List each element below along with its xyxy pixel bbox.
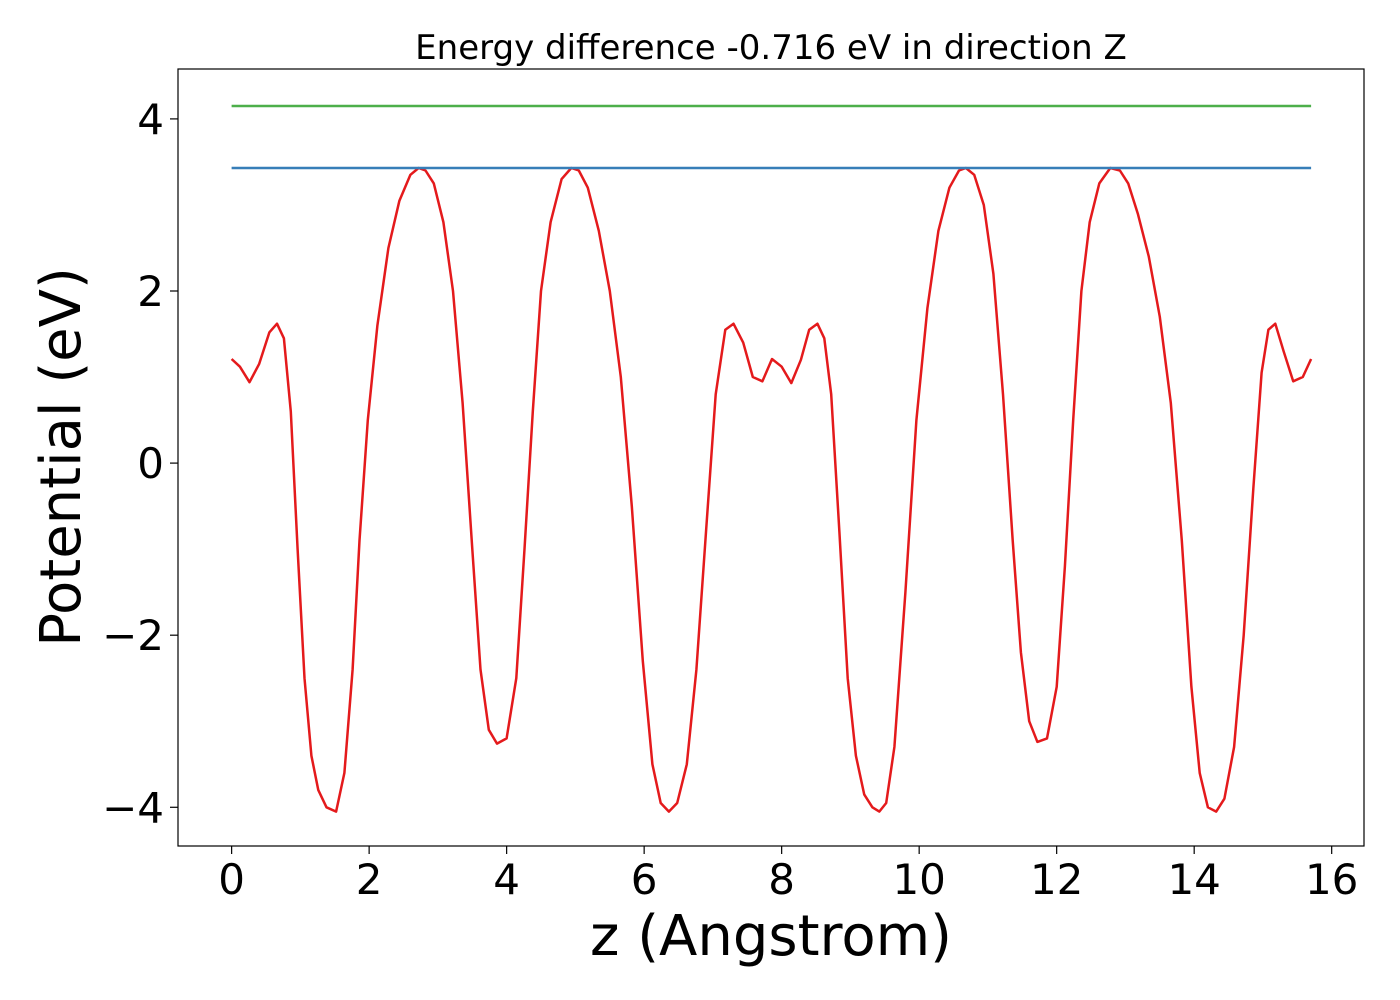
y-tick-label: −4 xyxy=(102,783,164,832)
chart-title: Energy difference -0.716 eV in direction… xyxy=(415,28,1127,68)
x-tick-label: 12 xyxy=(1030,855,1083,904)
y-axis-ticks: −4 −2 0 2 4 xyxy=(102,95,178,832)
x-tick-label: 2 xyxy=(356,855,383,904)
y-tick-label: −2 xyxy=(102,611,164,660)
series-line-0 xyxy=(230,166,1313,813)
y-axis-label: Potential (eV) xyxy=(29,267,94,647)
x-axis-label: z (Angstrom) xyxy=(590,904,952,969)
y-tick-label: 4 xyxy=(137,95,164,144)
x-tick-label: 6 xyxy=(631,855,658,904)
series-layer xyxy=(230,104,1313,813)
x-tick-label: 14 xyxy=(1167,855,1220,904)
x-tick-label: 8 xyxy=(768,855,795,904)
x-tick-label: 16 xyxy=(1305,855,1358,904)
x-tick-label: 0 xyxy=(218,855,245,904)
y-tick-label: 0 xyxy=(137,439,164,488)
y-tick-label: 2 xyxy=(137,267,164,316)
plot-frame xyxy=(177,68,1365,847)
x-axis-ticks: 0 2 4 6 8 10 12 14 16 xyxy=(218,846,1358,904)
x-tick-label: 10 xyxy=(892,855,945,904)
x-tick-label: 4 xyxy=(493,855,520,904)
